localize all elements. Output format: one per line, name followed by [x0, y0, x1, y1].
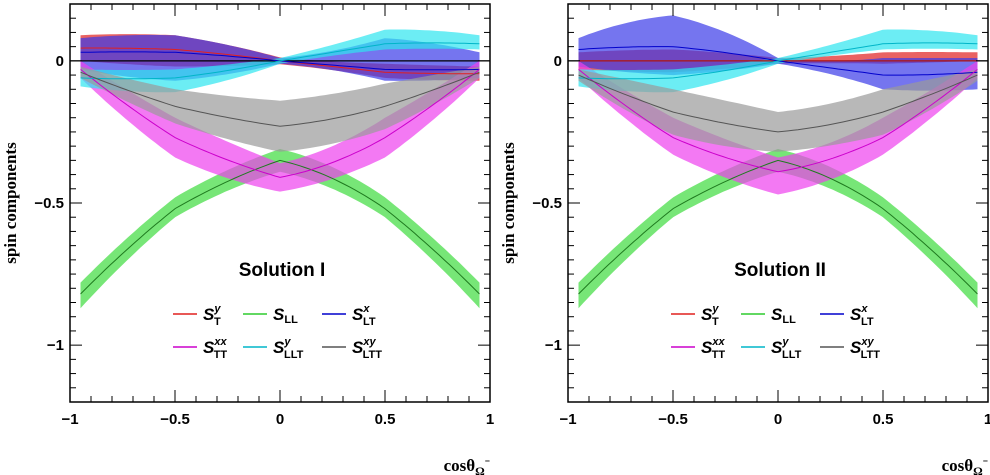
y-tick-label: 0	[56, 53, 64, 70]
series-line-s-ll	[578, 159, 978, 295]
legend-entry: Sy LLT	[273, 336, 304, 361]
y-axis-title: spin components	[1, 142, 20, 264]
legend-entry: Sxx TT	[203, 336, 227, 361]
error-band-s-tt-xx	[80, 60, 480, 192]
x-tick-label: −0.5	[160, 411, 190, 428]
legend-entry: Sx LT	[850, 303, 874, 328]
series-line-s-tt-xx	[80, 69, 480, 178]
series-line-s-ltt-xy	[578, 74, 978, 133]
panel-solution-1: −1 −0.5 0 0.5 1 −1 −0.5 0 cosθΩ⁻ spin components S…	[1, 3, 494, 475]
series-line-s-ltt-xy	[80, 71, 480, 127]
legend-entry: Sy LLT	[771, 336, 802, 361]
x-tick-label: −1	[61, 411, 78, 428]
x-tick-label: 0	[774, 411, 782, 428]
panel-title: Solution II	[734, 260, 826, 281]
series-line-s-llt-y	[578, 42, 978, 80]
panel-solution-2: −1 −0.5 0 0.5 1 −1 −0.5 0 cosθΩ⁻ spin components S…	[499, 3, 990, 475]
legend-entry: Sx LT	[352, 303, 376, 328]
x-axis-title: cosθΩ⁻	[444, 456, 490, 475]
legend-entry: Sy T	[701, 303, 719, 328]
error-band-s-ll	[578, 149, 978, 309]
y-tick-label: −0.5	[34, 195, 64, 212]
legend-entry: Sy T	[203, 303, 221, 328]
x-tick-label: 0	[276, 411, 284, 428]
series-line-s-llt-y	[80, 42, 480, 80]
error-band-s-ll	[80, 149, 480, 309]
legend-entry: Sxx TT	[701, 336, 725, 361]
legend-entry: SLL	[771, 305, 796, 326]
y-axis-title: spin components	[499, 142, 518, 264]
x-tick-label: −0.5	[658, 411, 688, 428]
legend-entry: Sxy LTT	[850, 336, 880, 361]
series-line-s-tt-xx	[578, 69, 978, 173]
error-band-s-ltt-xy	[80, 66, 480, 152]
y-tick-label: −0.5	[532, 195, 562, 212]
legend-entry: SLL	[273, 305, 298, 326]
x-tick-label: 0.5	[375, 411, 396, 428]
x-tick-label: 0.5	[873, 411, 894, 428]
y-tick-label: −1	[545, 337, 562, 354]
series-line-s-ll	[80, 159, 480, 295]
x-tick-label: 1	[984, 411, 990, 428]
y-tick-label: 0	[554, 53, 562, 70]
x-tick-label: 1	[486, 411, 494, 428]
x-tick-label: −1	[559, 411, 576, 428]
legend-entry: Sxy LTT	[352, 336, 382, 361]
x-axis-title: cosθΩ⁻	[942, 456, 988, 475]
panel-title: Solution I	[239, 260, 326, 281]
y-tick-label: −1	[47, 337, 64, 354]
error-band-s-ltt-xy	[578, 69, 978, 152]
